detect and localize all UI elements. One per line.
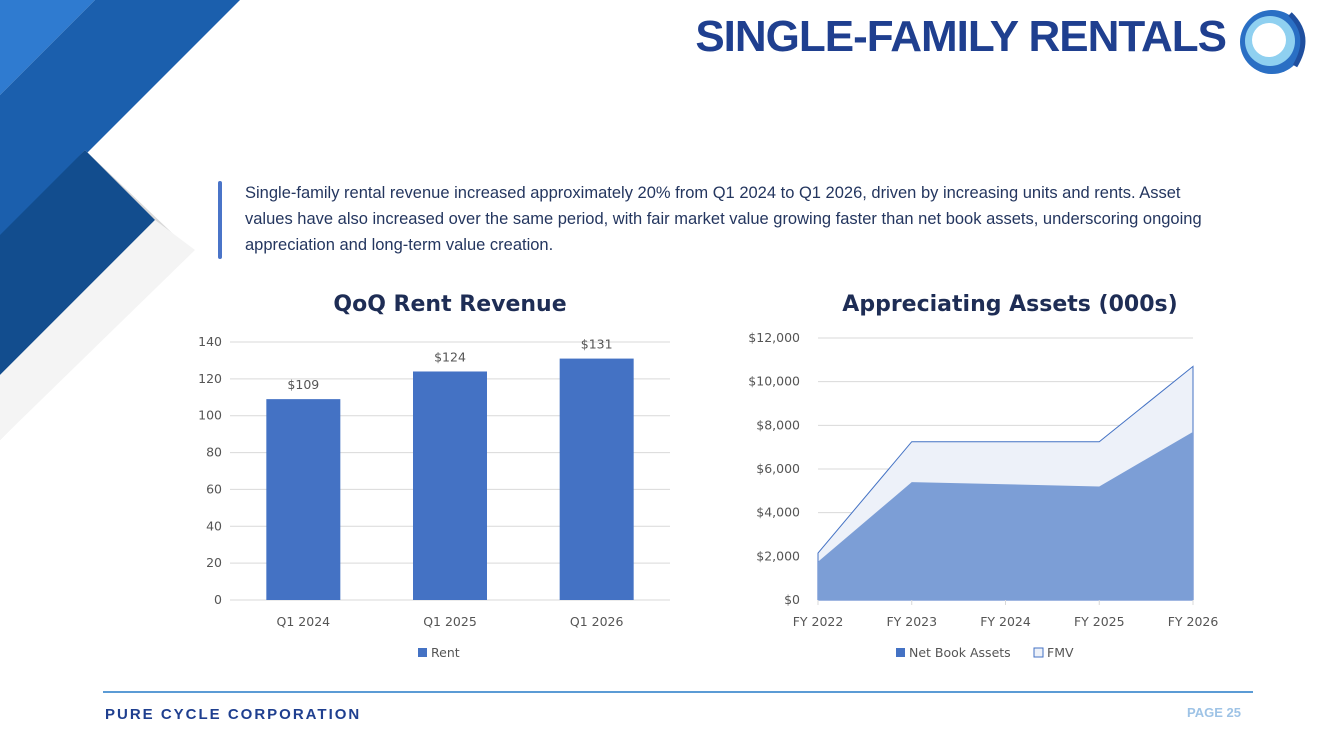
x-tick-label: Q1 2025	[423, 614, 477, 629]
data-label: $109	[287, 377, 319, 392]
x-tick-label: Q1 2024	[277, 614, 331, 629]
page-number: PAGE 25	[1187, 705, 1241, 720]
summary-text: Single-family rental revenue increased a…	[245, 184, 1202, 254]
y-tick-label: $10,000	[748, 374, 800, 389]
assets-chart-title: Appreciating Assets (000s)	[842, 292, 1178, 317]
legend-swatch-fmv	[1033, 647, 1044, 658]
data-label: $131	[581, 337, 613, 352]
y-tick-label: $4,000	[756, 505, 800, 520]
bar	[413, 371, 487, 600]
y-tick-label: $2,000	[756, 548, 800, 563]
legend-swatch-rent	[418, 648, 427, 657]
y-tick-label: 120	[198, 371, 222, 386]
y-tick-label: 140	[198, 334, 222, 349]
rent-revenue-chart: 0 20 40 60 80 100 120 140 $109 Q1 2024 $124 Q1 2025…	[198, 334, 670, 660]
y-tick-label: 100	[198, 408, 222, 423]
footer-divider	[103, 691, 1253, 693]
legend-label-fmv: FMV	[1047, 645, 1074, 660]
company-name: PURE CYCLE CORPORATION	[105, 706, 362, 723]
y-tick-label: $6,000	[756, 461, 800, 476]
y-tick-label: 80	[206, 445, 222, 460]
wave-logo-icon	[1240, 10, 1306, 74]
summary-accent-bar	[218, 181, 222, 259]
x-tick-label: Q1 2026	[570, 614, 624, 629]
y-tick-label: $12,000	[748, 330, 800, 345]
y-tick-label: $8,000	[756, 417, 800, 432]
x-tick-label: FY 2024	[980, 614, 1031, 629]
y-tick-label: 20	[206, 555, 222, 570]
page-title: SINGLE-FAMILY RENTALS	[695, 12, 1227, 61]
legend-label-rent: Rent	[431, 645, 460, 660]
data-label: $124	[434, 349, 466, 364]
x-tick-label: FY 2022	[793, 614, 844, 629]
decorative-stripes	[0, 0, 240, 440]
x-tick-label: FY 2026	[1168, 614, 1219, 629]
y-tick-label: $0	[784, 592, 800, 607]
rent-chart-title: QoQ Rent Revenue	[333, 292, 567, 317]
x-tick-label: FY 2025	[1074, 614, 1125, 629]
legend-label-nba: Net Book Assets	[909, 645, 1011, 660]
y-tick-label: 40	[206, 518, 222, 533]
y-tick-label: 0	[214, 592, 222, 607]
bar	[266, 399, 341, 600]
net-book-assets-area	[818, 431, 1193, 600]
y-tick-label: 60	[206, 481, 222, 496]
legend-swatch-nba	[896, 648, 905, 657]
x-tick-label: FY 2023	[886, 614, 937, 629]
bar	[559, 358, 634, 600]
assets-chart: $0 $2,000 $4,000 $6,000 $8,000 $10,000 $12,000…	[748, 330, 1219, 660]
